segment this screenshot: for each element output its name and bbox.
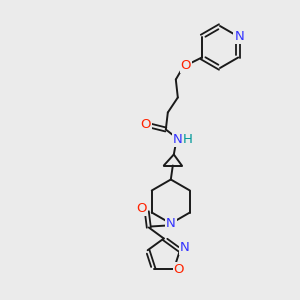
Text: O: O <box>181 59 191 72</box>
Text: N: N <box>234 30 244 43</box>
Text: N: N <box>166 217 176 230</box>
Text: O: O <box>174 263 184 276</box>
Text: O: O <box>141 118 151 131</box>
Text: O: O <box>136 202 147 215</box>
Text: N: N <box>180 241 190 254</box>
Text: N: N <box>173 133 183 146</box>
Text: H: H <box>183 133 193 146</box>
